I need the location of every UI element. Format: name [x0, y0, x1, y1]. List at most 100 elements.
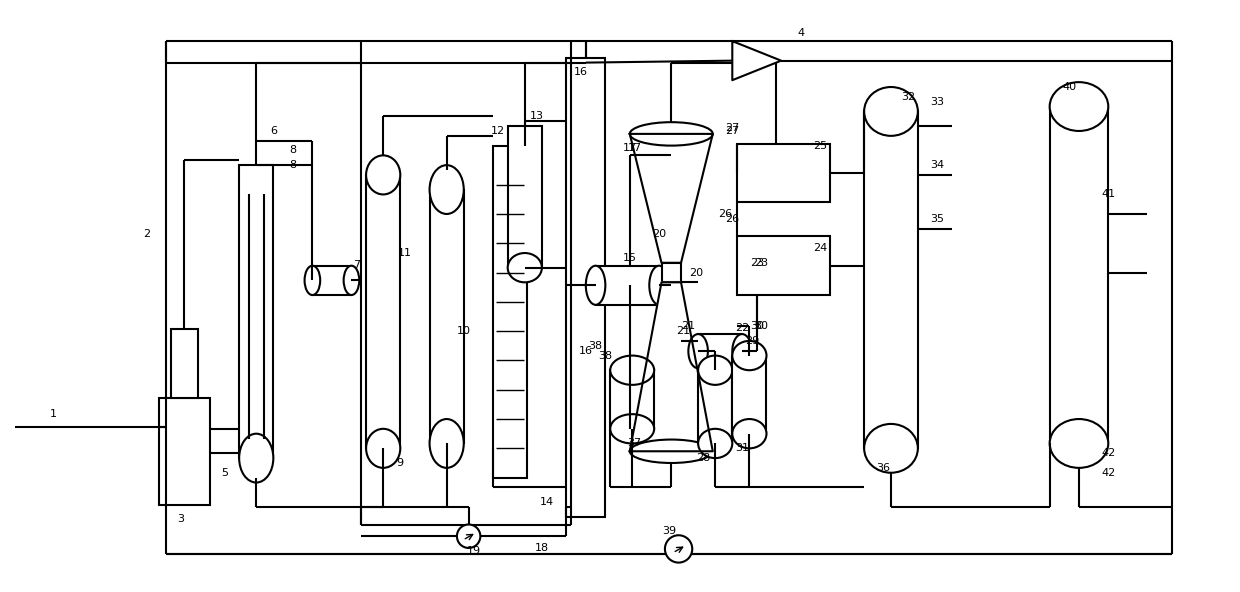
Bar	[171, 329, 198, 398]
Text: 4: 4	[797, 28, 805, 38]
Text: 13: 13	[529, 111, 544, 121]
Text: 2: 2	[143, 229, 150, 239]
Bar	[698, 334, 742, 368]
Ellipse shape	[585, 266, 605, 305]
Text: 26: 26	[725, 214, 739, 224]
Bar	[366, 175, 401, 448]
Bar	[595, 266, 660, 305]
Text: 30: 30	[755, 321, 769, 332]
Text: 17: 17	[627, 143, 642, 153]
Text: 23: 23	[750, 258, 764, 268]
Polygon shape	[630, 134, 713, 263]
Text: 8: 8	[289, 160, 296, 170]
Ellipse shape	[864, 424, 918, 473]
Text: 3: 3	[177, 514, 184, 524]
Text: 10: 10	[456, 326, 471, 336]
Ellipse shape	[366, 155, 401, 194]
Bar	[567, 58, 605, 517]
Text: 8: 8	[289, 146, 296, 156]
Bar	[312, 266, 351, 295]
Text: 18: 18	[534, 543, 549, 553]
Text: 19: 19	[466, 546, 481, 556]
Ellipse shape	[698, 356, 733, 385]
Text: 26: 26	[718, 209, 733, 219]
Text: 38: 38	[598, 350, 613, 361]
Text: 22: 22	[735, 323, 749, 333]
Text: 41: 41	[1101, 189, 1115, 200]
Ellipse shape	[630, 122, 713, 146]
Ellipse shape	[1050, 82, 1109, 131]
Bar	[733, 356, 766, 434]
Ellipse shape	[688, 334, 708, 368]
Text: 34: 34	[930, 160, 945, 170]
Ellipse shape	[650, 266, 668, 305]
Ellipse shape	[429, 165, 464, 214]
Text: 31: 31	[735, 443, 749, 453]
Ellipse shape	[610, 414, 655, 443]
Ellipse shape	[698, 429, 733, 458]
Text: 1: 1	[50, 409, 57, 419]
Text: 32: 32	[901, 92, 915, 102]
Text: 20: 20	[689, 268, 703, 278]
Text: 21: 21	[681, 321, 696, 332]
Ellipse shape	[239, 434, 273, 482]
Ellipse shape	[429, 419, 464, 468]
Text: 33: 33	[930, 96, 945, 107]
Text: 12: 12	[491, 126, 505, 136]
Text: 36: 36	[877, 463, 890, 473]
Bar	[159, 398, 210, 505]
Text: 30: 30	[750, 321, 764, 332]
Text: 15: 15	[622, 253, 637, 263]
Polygon shape	[733, 41, 781, 80]
Bar	[661, 263, 681, 282]
Text: 20: 20	[652, 229, 666, 239]
Ellipse shape	[343, 266, 360, 295]
Text: 25: 25	[813, 141, 827, 150]
Bar	[610, 370, 655, 429]
Text: 37: 37	[627, 439, 642, 449]
Ellipse shape	[1050, 419, 1109, 468]
Bar	[429, 189, 464, 443]
Text: 23: 23	[754, 258, 769, 268]
Text: 24: 24	[813, 243, 827, 253]
Circle shape	[665, 535, 692, 562]
Bar	[864, 111, 918, 448]
Text: 21: 21	[676, 326, 691, 336]
Text: 16: 16	[574, 67, 588, 78]
Ellipse shape	[366, 429, 401, 468]
Text: 5: 5	[221, 468, 228, 478]
Text: 14: 14	[539, 497, 554, 507]
Bar	[738, 236, 830, 295]
Text: 28: 28	[696, 453, 711, 463]
Text: 6: 6	[270, 126, 277, 136]
Ellipse shape	[864, 87, 918, 136]
Text: 11: 11	[398, 248, 412, 258]
Bar	[507, 126, 542, 268]
Bar	[494, 146, 527, 478]
Ellipse shape	[733, 334, 751, 368]
Bar	[239, 165, 273, 458]
Ellipse shape	[610, 356, 655, 385]
Ellipse shape	[507, 253, 542, 282]
Ellipse shape	[733, 341, 766, 370]
Text: 40: 40	[1063, 82, 1076, 92]
Text: 29: 29	[745, 336, 759, 346]
Ellipse shape	[630, 439, 713, 463]
Text: 39: 39	[662, 526, 676, 536]
Bar	[698, 370, 733, 443]
Text: 42: 42	[1101, 468, 1116, 478]
Bar	[738, 144, 830, 202]
Text: 17: 17	[622, 143, 637, 153]
Bar	[1050, 107, 1109, 443]
Circle shape	[456, 525, 480, 548]
Text: 27: 27	[725, 123, 739, 133]
Text: 7: 7	[352, 260, 360, 270]
Text: 9: 9	[397, 458, 404, 468]
Text: 16: 16	[579, 346, 593, 356]
Ellipse shape	[733, 419, 766, 448]
Text: 35: 35	[930, 214, 945, 224]
Text: 42: 42	[1101, 448, 1116, 458]
Polygon shape	[630, 282, 713, 451]
Text: 38: 38	[589, 341, 603, 351]
Text: 27: 27	[725, 126, 739, 136]
